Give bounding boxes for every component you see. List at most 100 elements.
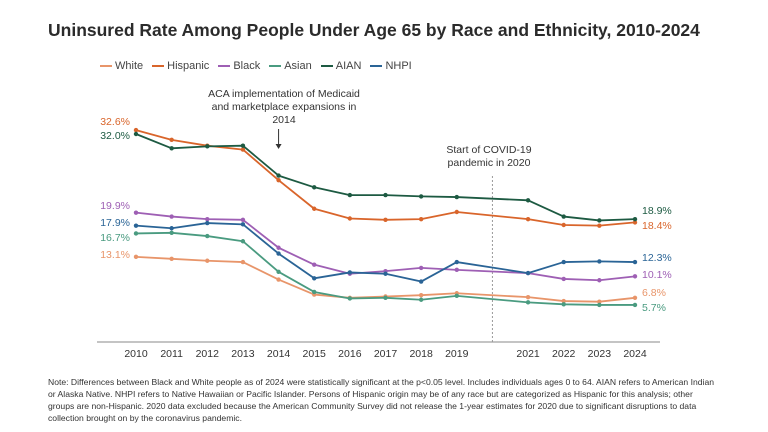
legend-item: Hispanic: [152, 60, 209, 72]
data-point: [312, 206, 317, 211]
data-point: [276, 277, 281, 282]
start-value-label: 32.0%: [100, 130, 130, 142]
data-point: [597, 278, 602, 283]
legend-swatch: [320, 65, 333, 67]
legend-item: Black: [218, 60, 260, 72]
data-point: [133, 223, 139, 228]
x-tick-label: 2023: [588, 348, 612, 360]
data-point: [418, 265, 424, 271]
data-point: [525, 198, 531, 203]
data-point: [347, 192, 353, 198]
data-point: [240, 259, 246, 265]
data-point: [632, 220, 638, 225]
data-point: [347, 216, 353, 221]
legend-label: White: [115, 60, 144, 72]
data-point: [312, 289, 317, 295]
start-value-label: 16.7%: [100, 232, 130, 244]
data-point: [133, 254, 139, 260]
data-point: [525, 216, 531, 222]
legend-item: White: [100, 60, 143, 72]
data-point: [240, 217, 246, 222]
data-point: [205, 216, 210, 222]
legend-item: AIAN: [320, 60, 361, 72]
data-point: [347, 270, 353, 275]
data-point: [240, 147, 246, 152]
series-line-hispanic: [135, 129, 636, 227]
end-value-label: 5.7%: [642, 302, 666, 314]
data-point: [597, 259, 602, 264]
x-tick-label: 2017: [374, 348, 398, 360]
start-value-label: 17.9%: [100, 217, 130, 229]
x-tick-label: 2011: [160, 348, 183, 360]
data-point: [632, 274, 638, 279]
x-tick-label: 2019: [445, 348, 469, 360]
data-point: [632, 259, 638, 265]
chart-legend: White Hispanic Black Asian AIAN NHPI: [100, 60, 421, 72]
data-point: [276, 173, 281, 178]
legend-label: Asian: [284, 60, 312, 72]
data-point: [454, 259, 459, 265]
x-tick-label: 2022: [552, 348, 576, 360]
x-tick-label: 2021: [516, 348, 540, 360]
data-point: [561, 298, 566, 304]
start-value-label: 19.9%: [100, 200, 130, 212]
annotation-arrowhead: [275, 144, 282, 149]
data-point: [561, 214, 566, 219]
data-point: [169, 226, 174, 231]
legend-label: NHPI: [385, 60, 412, 72]
data-point: [347, 296, 353, 301]
x-tick-label: 2024: [623, 348, 647, 360]
legend-label: Black: [233, 60, 261, 72]
annotation-text: 2014: [272, 114, 296, 126]
data-point: [383, 217, 388, 222]
data-point: [383, 192, 388, 198]
data-point: [276, 251, 281, 256]
data-point: [240, 143, 246, 148]
data-point: [597, 218, 602, 223]
data-point: [276, 245, 281, 250]
data-point: [561, 276, 566, 282]
data-point: [454, 267, 459, 273]
start-value-label: 32.6%: [100, 116, 130, 128]
data-point: [525, 294, 531, 300]
data-point: [205, 258, 210, 263]
data-point: [276, 269, 281, 274]
data-point: [205, 233, 210, 239]
data-point: [561, 302, 566, 307]
x-tick-label: 2012: [196, 348, 220, 360]
legend-item: NHPI: [370, 60, 412, 72]
data-point: [454, 194, 459, 200]
legend-item: Asian: [269, 60, 312, 72]
data-point: [525, 300, 531, 305]
end-value-label: 18.9%: [642, 205, 672, 217]
start-value-label: 13.1%: [100, 249, 130, 261]
data-point: [561, 222, 566, 228]
chart-title: Uninsured Rate Among People Under Age 65…: [48, 20, 700, 40]
data-point: [561, 259, 566, 265]
series-line-nhpi: [135, 222, 636, 283]
data-point: [169, 214, 174, 219]
annotation-text: pandemic in 2020: [448, 157, 531, 169]
data-point: [632, 216, 638, 222]
data-point: [418, 279, 424, 284]
x-tick-label: 2014: [267, 348, 291, 360]
end-value-label: 10.1%: [642, 269, 672, 281]
x-tick-label: 2018: [409, 348, 433, 360]
legend-label: Hispanic: [167, 60, 210, 72]
legend-swatch: [218, 65, 231, 67]
line-chart: 2010 2011 2012 2013 2014 2015 2016 2017 2018 2019…: [97, 88, 672, 360]
data-point: [312, 276, 317, 281]
data-point: [169, 137, 174, 143]
data-point: [418, 216, 424, 222]
annotation-text: Start of COVID-19: [446, 144, 531, 156]
data-point: [597, 299, 602, 304]
data-point: [169, 146, 174, 151]
x-tick-label: 2015: [303, 348, 327, 360]
chart-note: Note: Differences between Black and Whit…: [48, 377, 714, 423]
data-point: [454, 209, 459, 215]
data-point: [632, 302, 638, 308]
data-point: [169, 230, 174, 235]
data-point: [312, 262, 317, 267]
x-tick-label: 2016: [338, 348, 362, 360]
data-point: [240, 222, 246, 227]
